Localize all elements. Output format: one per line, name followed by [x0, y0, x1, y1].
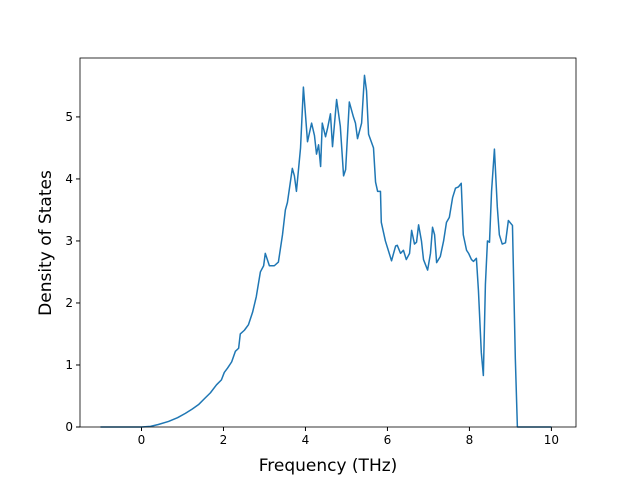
y-tick-label: 2 [65, 296, 73, 310]
y-tick-label: 1 [65, 358, 73, 372]
line [100, 74, 552, 428]
y-tick-label: 4 [65, 172, 73, 186]
x-tick-label: 0 [138, 433, 146, 447]
x-tick-label: 10 [544, 433, 559, 447]
x-tick-label: 8 [466, 433, 474, 447]
x-tick-label: 4 [302, 433, 310, 447]
y-tick-label: 5 [65, 110, 73, 124]
x-tick-label: 6 [384, 433, 392, 447]
plot-frame [79, 57, 577, 428]
y-tick-label: 3 [65, 234, 73, 248]
y-axis-label: Density of States [36, 170, 56, 316]
x-tick-label: 2 [220, 433, 228, 447]
x-axis-label: Frequency (THz) [259, 456, 398, 476]
y-tick-label: 0 [65, 420, 73, 434]
